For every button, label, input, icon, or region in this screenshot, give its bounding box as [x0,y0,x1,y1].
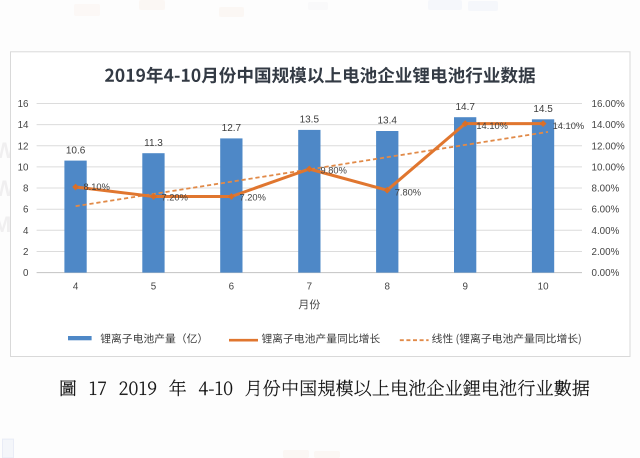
svg-text:16.00%: 16.00% [592,99,626,110]
svg-text:12: 12 [18,141,29,152]
svg-text:7: 7 [307,282,312,293]
svg-text:12.7: 12.7 [222,123,242,134]
svg-text:10.00%: 10.00% [592,162,626,173]
svg-text:14.7: 14.7 [455,102,475,113]
svg-text:12.00%: 12.00% [592,141,626,152]
svg-text:7.80%: 7.80% [395,187,421,197]
svg-text:6: 6 [229,282,235,293]
svg-text:6.00%: 6.00% [592,205,620,216]
svg-text:4: 4 [23,226,29,237]
svg-text:11.3: 11.3 [144,138,163,149]
svg-text:8: 8 [23,184,29,195]
svg-text:10: 10 [538,282,549,293]
svg-text:16: 16 [18,99,29,110]
svg-text:4.00%: 4.00% [592,226,620,237]
svg-text:9: 9 [462,282,467,293]
svg-text:10: 10 [18,162,29,173]
svg-text:7.20%: 7.20% [240,193,266,203]
svg-text:2.00%: 2.00% [592,247,620,258]
svg-text:13.5: 13.5 [300,115,320,126]
svg-text:6: 6 [23,205,29,216]
svg-text:4: 4 [73,282,79,293]
svg-text:14.00%: 14.00% [592,120,626,131]
svg-text:9.80%: 9.80% [321,165,347,175]
svg-text:8.10%: 8.10% [84,182,110,192]
svg-text:14.5: 14.5 [533,104,553,115]
svg-text:10.6: 10.6 [66,145,86,156]
svg-text:8.00%: 8.00% [592,184,620,195]
svg-text:13.4: 13.4 [377,116,397,127]
svg-text:14.10%: 14.10% [553,121,585,131]
svg-text:14.10%: 14.10% [476,121,508,131]
svg-text:2: 2 [23,247,28,258]
svg-text:0: 0 [23,268,29,279]
svg-text:0.00%: 0.00% [592,268,620,279]
svg-text:7.20%: 7.20% [162,193,188,203]
svg-text:5: 5 [151,282,157,293]
svg-text:14: 14 [18,120,29,131]
svg-text:8: 8 [384,282,390,293]
svg-text:M: M [0,212,11,237]
